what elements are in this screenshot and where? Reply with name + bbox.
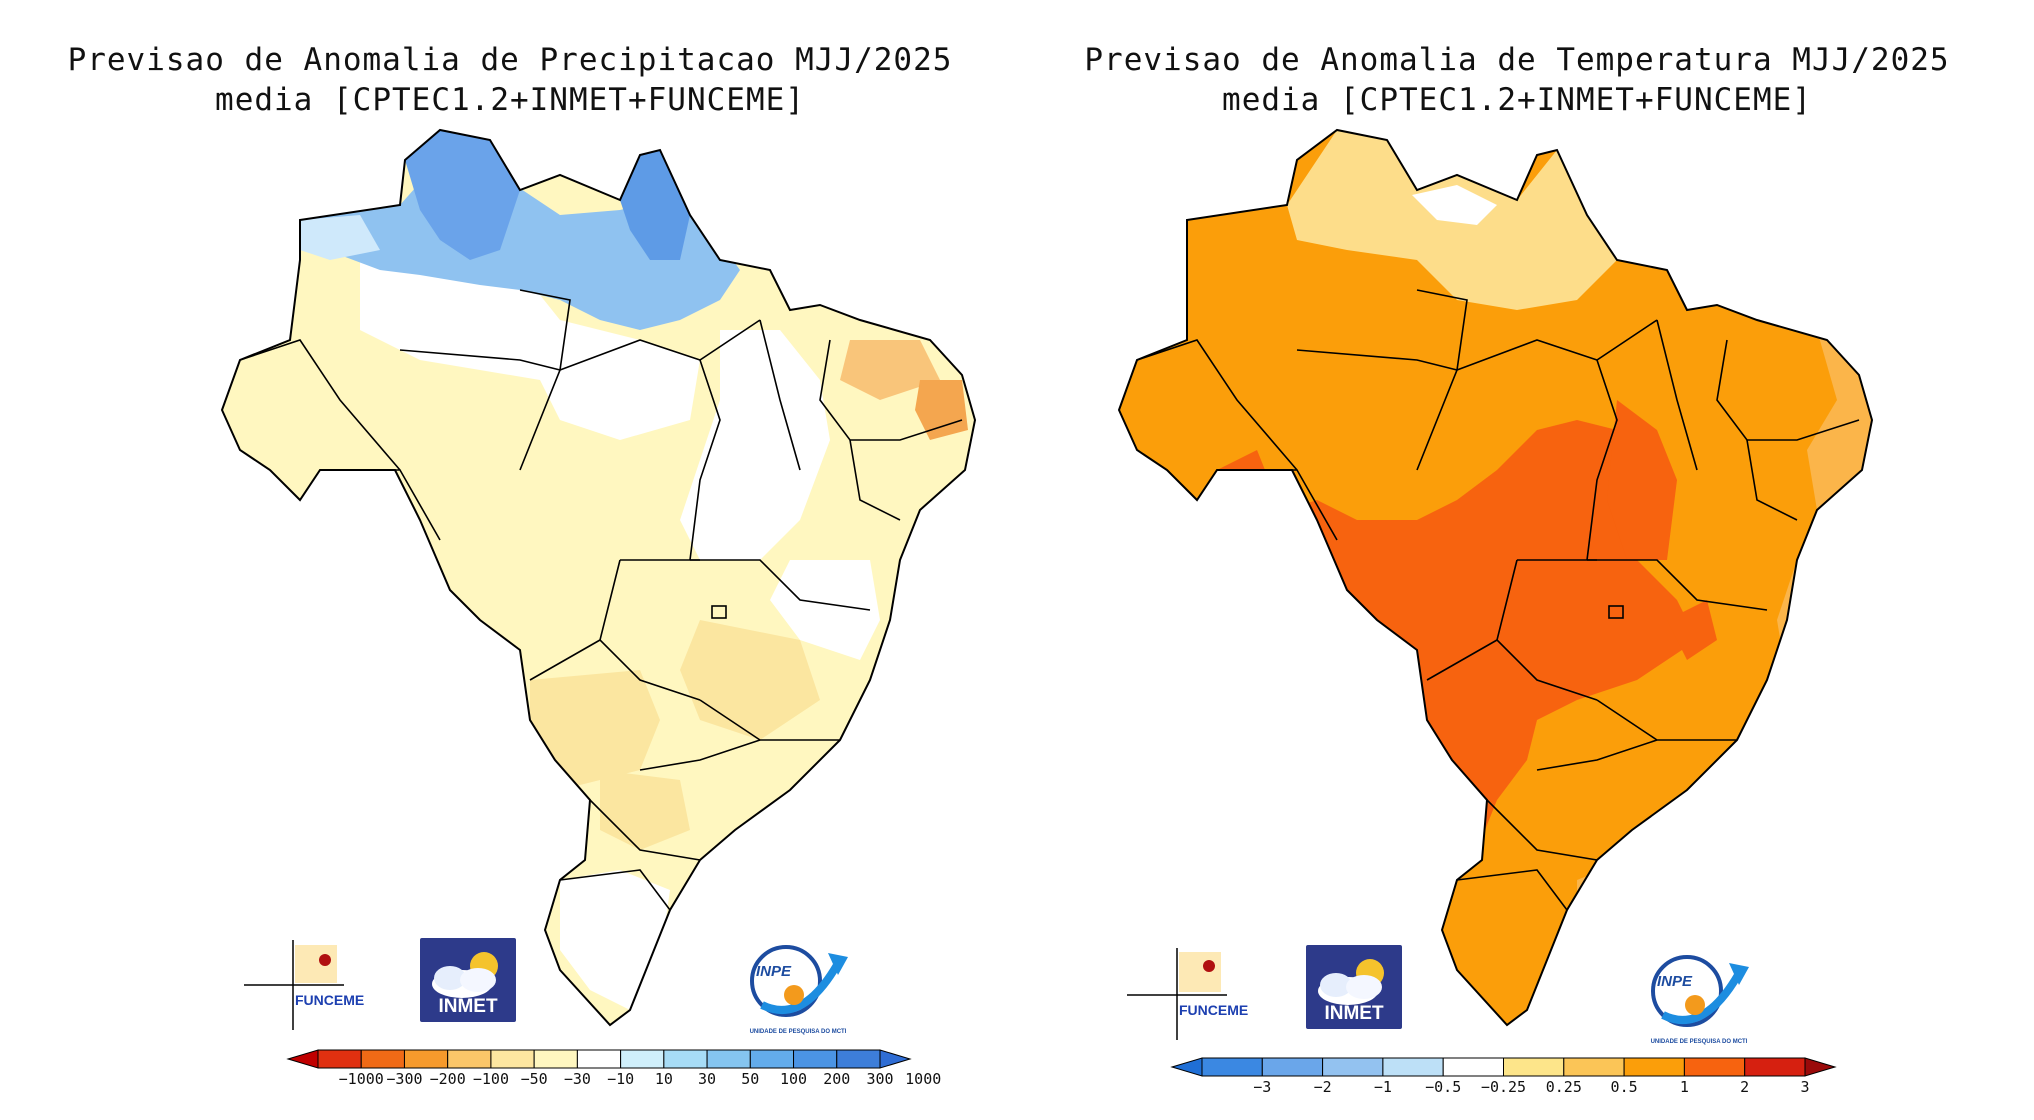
precip-pale-blue-west [300, 215, 380, 260]
precip-colorbar: −1000 −300 −200 −100 −50 −30 −10 10 30 50 100 200 30… [286, 1049, 941, 1088]
temp-colorbar-swatch [1442, 1057, 1505, 1077]
inpe-subtitle: UNIDADE DE PESQUISA DO MCTI [749, 1029, 847, 1035]
precip-colorbar-swatch [447, 1049, 492, 1069]
temp-colorbar-label: 0.5 [1611, 1078, 1638, 1096]
temp-colorbar-label: 0.25 [1546, 1078, 1582, 1096]
temp-inpe-logo: INPE UNIDADE DE PESQUISA DO MCTI [1643, 945, 1755, 1045]
temp-title-line2: media [CPTEC1.2+INMET+FUNCEME] [1222, 82, 1812, 118]
temp-colorbar-label: −1 [1374, 1078, 1392, 1096]
precip-colorbar-swatch [793, 1049, 838, 1069]
temp-colorbar-label: −0.5 [1425, 1078, 1461, 1096]
precip-colorbar-label: 200 [823, 1070, 850, 1088]
precip-colorbar-swatch [490, 1049, 535, 1069]
temp-white-north [1412, 185, 1497, 225]
temp-colorbar-label: 3 [1800, 1078, 1809, 1096]
funceme-text: FUNCEME [295, 992, 365, 1008]
precip-colorbar-swatch [576, 1049, 622, 1069]
inpe-text: INPE [756, 963, 792, 980]
inmet-cloud-sun-icon-temp [1318, 959, 1384, 1005]
precip-yellow-ms [530, 670, 660, 790]
precip-white-northeast [680, 330, 830, 560]
precip-colorbar-label: −100 [473, 1070, 509, 1088]
temperature-map-panel: Previsao de Anomalia de Temperatura MJJ/… [1017, 0, 2034, 1120]
inpe-logo-icon-temp [1651, 955, 1749, 1027]
precip-colorbar-label: −1000 [339, 1070, 384, 1088]
precip-blue-band [300, 160, 740, 330]
inpe-subtitle-temp: UNIDADE DE PESQUISA DO MCTI [1650, 1039, 1748, 1045]
precip-colorbar-swatch [836, 1049, 881, 1069]
precip-colorbar-label: −300 [386, 1070, 422, 1088]
temp-colorbar-high-arrow [1804, 1057, 1837, 1077]
precip-colorbar-label: 50 [741, 1070, 759, 1088]
temp-colorbar-label: −0.25 [1481, 1078, 1526, 1096]
precip-funceme-logo: FUNCEME [285, 940, 405, 1020]
temp-dark-mg [1667, 600, 1717, 660]
inmet-cloud-sun-icon [432, 952, 498, 998]
temp-colorbar-swatch [1503, 1057, 1565, 1077]
precip-inmet-logo: INMET [420, 938, 516, 1022]
precip-funceme-mark [244, 940, 344, 1030]
precip-blue-roraima [405, 130, 520, 260]
temp-colorbar-swatch [1623, 1057, 1685, 1077]
temp-colorbar-low-arrow [1170, 1057, 1203, 1077]
temp-colorbar-label: 2 [1740, 1078, 1749, 1096]
precip-white-amazon [360, 260, 700, 440]
temp-colorbar: −3 −2 −1 −0.5 −0.25 0.25 0.5 1 2 3 [1170, 1057, 1837, 1096]
temp-colorbar-label: 1 [1680, 1078, 1689, 1096]
temp-dark-center [1257, 420, 1697, 850]
precip-colorbar-label: −30 [564, 1070, 591, 1088]
precip-inpe-logo: INPE UNIDADE DE PESQUISA DO MCTI [742, 935, 854, 1035]
temp-colorbar-swatch [1201, 1057, 1263, 1077]
precip-colorbar-label: −10 [607, 1070, 634, 1088]
temp-colorbar-swatch [1322, 1057, 1384, 1077]
temp-funceme-logo: FUNCEME [1169, 950, 1289, 1030]
temp-title-line1: Previsao de Anomalia de Temperatura MJJ/… [1084, 42, 1950, 78]
precip-orange-pb [915, 380, 968, 440]
precip-yellow-pe [840, 340, 940, 400]
temp-light-ne [1807, 330, 1872, 510]
precip-colorbar-swatch [317, 1049, 362, 1069]
temp-state-borders [1136, 289, 1860, 911]
temp-colorbar-swatch [1744, 1057, 1806, 1077]
precip-map-svg [221, 129, 976, 1030]
temp-funceme-mark [1127, 948, 1227, 1040]
precip-white-south [560, 870, 670, 1010]
temp-colorbar-label: −3 [1253, 1078, 1271, 1096]
precip-colorbar-swatch [663, 1049, 708, 1069]
precip-title-line1: Previsao de Anomalia de Precipitacao MJJ… [67, 42, 953, 78]
precip-white-bahia [770, 560, 880, 660]
temp-colorbar-swatch [1382, 1057, 1444, 1077]
inmet-text: INMET [438, 996, 498, 1017]
precip-colorbar-swatch [706, 1049, 751, 1069]
precip-colorbar-low-arrow [286, 1049, 319, 1069]
temp-colorbar-label: −2 [1314, 1078, 1332, 1096]
precip-colorbar-swatch [403, 1049, 449, 1069]
precipitation-map-panel: Previsao de Anomalia de Precipitacao MJJ… [67, 42, 976, 1088]
precip-colorbar-label: −50 [521, 1070, 548, 1088]
inmet-text-temp: INMET [1324, 1003, 1384, 1024]
precip-yellow-sp [600, 770, 690, 850]
precip-state-borders [239, 289, 963, 911]
precip-colorbar-swatch [620, 1049, 665, 1069]
inpe-text-temp: INPE [1657, 973, 1693, 990]
precip-colorbar-label: 300 [866, 1070, 893, 1088]
precip-colorbar-label: 100 [780, 1070, 807, 1088]
funceme-text-temp: FUNCEME [1179, 1002, 1249, 1018]
temp-colorbar-swatch [1683, 1057, 1746, 1077]
precip-colorbar-swatch [533, 1049, 578, 1069]
precip-colorbar-label: 1000 [905, 1070, 941, 1088]
precip-colorbar-high-arrow [879, 1049, 912, 1069]
temp-colorbar-swatch [1261, 1057, 1324, 1077]
temp-dark-east [1607, 400, 1677, 560]
precip-colorbar-swatch [360, 1049, 405, 1069]
precip-colorbar-label: −200 [430, 1070, 466, 1088]
precip-colorbar-label: 10 [655, 1070, 673, 1088]
temp-map-svg [1118, 129, 1873, 1040]
inpe-logo-icon [750, 945, 848, 1017]
temp-colorbar-swatch [1563, 1057, 1625, 1077]
temp-inmet-logo: INMET [1306, 945, 1402, 1029]
precip-title-line2: media [CPTEC1.2+INMET+FUNCEME] [215, 82, 805, 118]
precip-colorbar-label: 30 [698, 1070, 716, 1088]
precip-colorbar-swatch [749, 1049, 795, 1069]
